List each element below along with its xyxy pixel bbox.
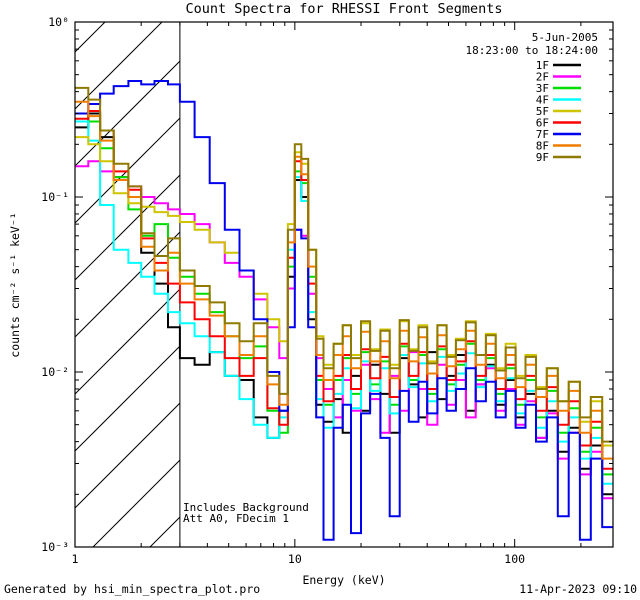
page-title: Count Spectra for RHESSI Front Segments [185,1,503,17]
x-tick-label: 1 [72,552,79,566]
legend-entry-3f: 3F [536,82,581,95]
y-tick-label: 10⁻³ [41,540,69,554]
legend-entry-7f: 7F [536,128,581,141]
x-tick-label: 10 [288,552,302,566]
legend-entry-4f: 4F [536,94,581,107]
plot-box [74,21,614,548]
series-line-6f [75,110,613,470]
footer-generator: Generated by hsi_min_spectra_plot.pro [4,582,261,596]
attenuator-note: Att A0, FDecim 1 [183,512,289,525]
legend-label: 2F [536,71,549,84]
legend-entry-2f: 2F [536,71,581,84]
y-tick-label: 10⁻¹ [41,190,69,204]
footer-timestamp: 11-Apr-2023 09:10 [519,582,637,596]
legend-label: 6F [536,117,549,130]
legend-entry-9f: 9F [536,151,581,164]
legend-entry-5f: 5F [536,105,581,118]
axis-tick-labels: 1 10 100 10⁰ 10⁻¹ 10⁻² 10⁻³ [41,15,525,566]
y-axis-label: counts cm⁻² s⁻¹ keV⁻¹ [8,212,22,358]
series-line-4f [75,120,613,485]
legend-entry-6f: 6F [536,117,581,130]
legend-label: 5F [536,105,549,118]
x-tick-label: 100 [504,552,525,566]
legend-entry-8f: 8F [536,140,581,153]
series-line-7f [75,80,613,541]
hatch-region [75,22,180,547]
axis-ticks [74,21,613,548]
series-line-9f [75,86,613,443]
legend-label: 9F [536,151,549,164]
observation-time-range: 18:23:00 to 18:24:00 [465,44,598,57]
x-axis-label: Energy (keV) [302,573,386,587]
legend-entry-1f: 1F [536,59,581,72]
legend-label: 3F [536,82,549,95]
legend-label: 1F [536,59,549,72]
y-tick-label: 10⁰ [48,15,69,29]
legend-label: 4F [536,94,549,107]
legend-label: 7F [536,128,549,141]
background-note: Includes Background [183,501,309,514]
observation-date: 5-Jun-2005 [531,31,598,44]
series-line-1f [75,112,613,496]
spectra-series-group [75,80,613,541]
legend-label: 8F [536,140,549,153]
y-tick-label: 10⁻² [41,365,69,379]
series-line-5f [75,136,613,447]
